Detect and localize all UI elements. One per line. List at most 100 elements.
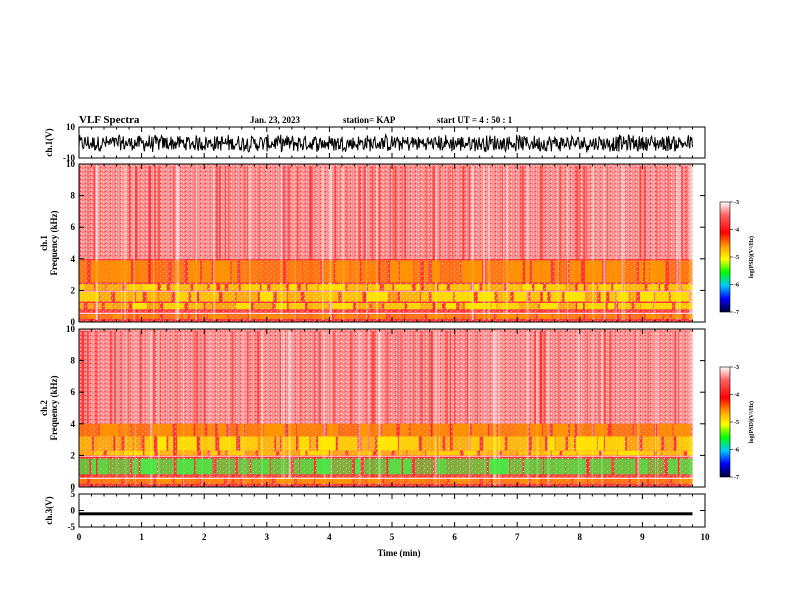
ch2-spectrogram-band: [432, 423, 450, 437]
ch2-spectrogram-streak: [536, 331, 538, 485]
ch2-spectrogram-streak: [246, 331, 249, 485]
ch1-spectrogram-band: [288, 284, 298, 291]
ch2-spectrogram-band: [360, 450, 374, 456]
ch1-spectrogram-band: [347, 284, 367, 291]
ch2-spectrogram-band: [226, 477, 233, 484]
ch2-spectrogram-band: [124, 477, 132, 484]
ch1-spectrogram-streak: [243, 166, 246, 320]
ch2-spectrogram-streak: [125, 331, 127, 485]
ch2-spectrogram-streak: [445, 331, 448, 485]
ch1-spectrogram-band: [300, 284, 306, 291]
ch2-spectrogram-band: [79, 436, 92, 451]
ch1-spectrogram-band: [453, 314, 472, 319]
colorbar-ch1-bar: [719, 201, 731, 313]
ch1-spectrogram-ytick-label: 8: [71, 191, 76, 201]
ch1-spectrogram-band: [132, 303, 147, 310]
ch1-spectrogram-streak: [322, 166, 324, 320]
ch2-spectrogram-band: [270, 458, 290, 475]
ch2-spectrogram-band: [174, 477, 183, 484]
ch2-spectrogram-band: [79, 423, 99, 437]
ch2-spectrogram-streak: [454, 331, 456, 485]
ch1-spectrogram-streak: [148, 166, 151, 320]
ch1-spectrogram-band: [415, 284, 421, 291]
ch1-spectrogram-band: [276, 292, 287, 302]
colorbar-ch2-tick-label: -4: [734, 393, 739, 399]
ch2-spectrogram-band: [131, 423, 150, 437]
ch2-spectrogram-band: [140, 458, 158, 475]
ch2-spectrogram-band: [79, 458, 90, 475]
ch2-spectrogram-band: [158, 450, 173, 456]
x-tick-label: 1: [139, 532, 144, 542]
ch1-spectrogram-band: [623, 284, 645, 291]
ch2-spectrogram-band: [339, 423, 358, 437]
ch1-spectrogram-band: [303, 260, 321, 283]
ch1-spectrogram-band: [191, 292, 197, 302]
ch2-spectrogram-band: [550, 477, 572, 484]
ch2-spectrogram-ytick-label: 4: [71, 419, 76, 429]
ch2-spectrogram-band: [470, 436, 480, 451]
ch2-spectrogram-streak: [157, 331, 160, 485]
ch1-spectrogram-streak: [394, 166, 397, 320]
ch1-spectrogram-streak: [195, 166, 197, 320]
ch2-spectrogram-streak: [87, 331, 89, 485]
ch2-spectrogram-band: [207, 423, 215, 437]
ch1-spectrogram-band: [670, 292, 689, 302]
ch1-spectrogram-band: [675, 303, 693, 310]
ch1-spectrogram-band: [188, 303, 204, 310]
ch1-spectrogram-band: [507, 260, 523, 283]
ch2-spectrogram-band: [588, 477, 607, 484]
ch2-spectrogram-band: [640, 477, 648, 484]
ch2-spectrogram-band: [548, 436, 555, 451]
ch2-spectrogram-band: [361, 436, 369, 451]
ch1-spectrogram-band: [586, 284, 598, 291]
ch2-spectrogram-band: [176, 423, 194, 437]
ch2-spectrogram-band: [488, 458, 509, 475]
ch1-spectrogram-streak: [653, 166, 655, 320]
ch1-spectrogram-band: [227, 314, 248, 319]
colorbar-ch1-tick-label: -4: [734, 228, 739, 234]
ch1-spectrogram-band: [318, 314, 331, 319]
ch1-spectrogram-streak: [79, 166, 81, 320]
ch2-spectrogram-streak: [152, 331, 155, 485]
ch2-spectrogram-band: [388, 458, 402, 475]
ch2-spectrogram-streak: [149, 331, 151, 485]
ch2-spectrogram-band: [251, 458, 260, 475]
x-tick-label: 2: [202, 532, 207, 542]
ch1-spectrogram-streak: [194, 166, 196, 320]
ch1-spectrogram-band: [518, 314, 529, 319]
colorbar-ch1-tick-label: -5: [734, 255, 739, 261]
ch2-spectrogram-band: [626, 436, 639, 451]
ch2-spectrogram-ytick-label: 0: [71, 482, 76, 492]
ch2-spectrogram-band: [276, 436, 281, 451]
ch2-spectrogram-band: [259, 458, 270, 475]
ch2-spectrogram-band: [573, 477, 588, 484]
ch2-spectrogram-streak: [466, 331, 469, 485]
ch1-spectrogram-band: [679, 260, 693, 283]
ch2-spectrogram-streak: [476, 331, 478, 485]
ch2-spectrogram-band: [307, 450, 329, 456]
ch1-spectrogram-band: [649, 260, 666, 283]
ch1-spectrogram-band: [507, 284, 522, 291]
ch1-spectrogram-band: [205, 303, 213, 310]
ch2-spectrogram-band: [407, 450, 426, 456]
ch1-spectrogram-band: [304, 292, 324, 302]
ch1-spectrogram-streak: [575, 166, 578, 320]
ch1-spectrogram-band: [287, 292, 301, 302]
ch1-spectrogram-band: [449, 284, 471, 291]
colorbar-ch1-tick-label: -7: [734, 310, 739, 316]
ch2-spectrogram-band: [246, 450, 256, 456]
ch1-spectrogram-band: [261, 284, 268, 291]
ch2-spectrogram-streak: [330, 331, 333, 485]
ch1-spectrogram-band: [438, 284, 447, 291]
ch1-spectrogram-streak: [121, 166, 122, 320]
ch2-spectrogram-band: [638, 458, 649, 475]
ch1-spectrogram-band: [209, 284, 217, 291]
ch2-spectrogram-streak: [183, 331, 184, 485]
ch1-spectrogram-band: [618, 303, 632, 310]
ch2-spectrogram-band: [332, 458, 353, 475]
ch1-spectrogram-band: [150, 260, 169, 283]
ch1-spectrogram-band: [613, 284, 623, 291]
ch1-waveform-trace: [78, 132, 693, 153]
ch1-spectrogram-streak: [433, 166, 435, 320]
ch1-spectrogram-streak: [578, 166, 580, 320]
